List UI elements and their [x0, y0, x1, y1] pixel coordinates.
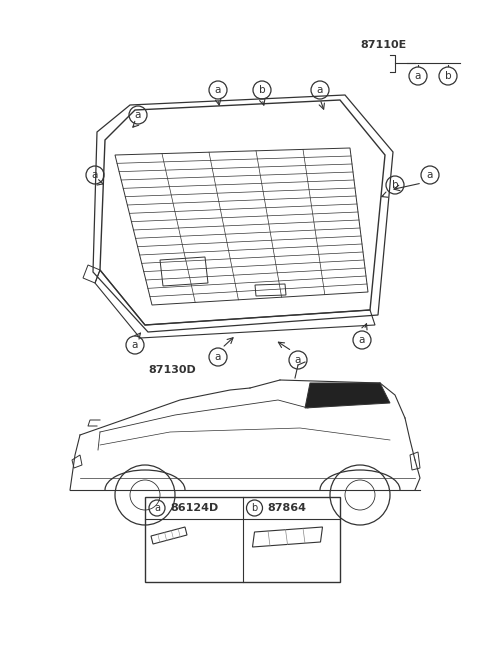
Text: a: a — [427, 170, 433, 180]
Text: b: b — [444, 71, 451, 81]
Text: a: a — [295, 355, 301, 365]
Text: b: b — [252, 503, 258, 513]
Text: 87110E: 87110E — [360, 40, 406, 50]
Text: a: a — [154, 503, 160, 513]
Text: a: a — [132, 340, 138, 350]
Text: b: b — [392, 180, 398, 190]
Text: a: a — [317, 85, 323, 95]
Text: 87864: 87864 — [267, 503, 307, 513]
Text: 87130D: 87130D — [148, 365, 196, 375]
Text: a: a — [415, 71, 421, 81]
Text: a: a — [215, 85, 221, 95]
Text: a: a — [135, 110, 141, 120]
Polygon shape — [305, 383, 390, 408]
Text: b: b — [259, 85, 265, 95]
Text: a: a — [92, 170, 98, 180]
Text: a: a — [215, 352, 221, 362]
Text: 86124D: 86124D — [170, 503, 218, 513]
Text: a: a — [359, 335, 365, 345]
